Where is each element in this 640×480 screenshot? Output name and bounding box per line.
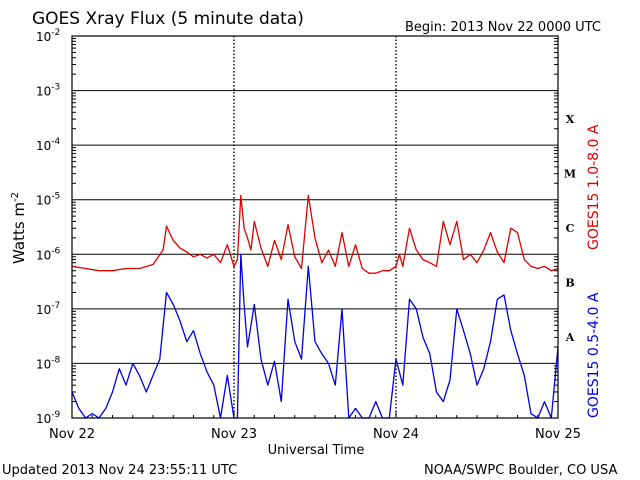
- x-tick-label: Nov 25: [535, 427, 581, 442]
- y-tick-exponent: -9: [51, 410, 60, 420]
- y-axis-label-main: Watts m: [10, 202, 28, 264]
- plot-frame: [71, 35, 559, 419]
- y-axis-label: Watts m-2: [10, 192, 28, 264]
- y-tick-base: 10: [36, 357, 51, 371]
- series-line-long: [71, 194, 559, 274]
- flare-class-label: B: [565, 277, 574, 290]
- y-tick-base: 10: [36, 248, 51, 262]
- y-tick-base: 10: [36, 30, 51, 44]
- footer-updated: Updated 2013 Nov 24 23:55:11 UTC: [2, 463, 237, 478]
- y-tick-exponent: -8: [51, 355, 60, 365]
- flare-class-label: C: [566, 222, 575, 235]
- flare-class-label: X: [566, 113, 575, 126]
- flare-class-label: M: [564, 167, 576, 180]
- y-tick-label: 10-5: [36, 192, 60, 208]
- y-tick-label: 10-7: [36, 301, 60, 317]
- y-tick-base: 10: [36, 194, 51, 208]
- y-axis-label-exponent: -2: [10, 192, 21, 202]
- y-tick-label: 10-2: [36, 28, 60, 44]
- footer-credit: NOAA/SWPC Boulder, CO USA: [424, 463, 617, 478]
- y-tick-base: 10: [36, 139, 51, 153]
- x-tick-label: Nov 24: [373, 427, 419, 442]
- flare-class-label: A: [565, 331, 575, 344]
- y-tick-label: 10-9: [36, 410, 61, 426]
- y-tick-exponent: -2: [51, 28, 60, 38]
- y-tick-label: 10-8: [36, 355, 61, 371]
- x-tick-label: Nov 22: [49, 427, 95, 442]
- series-line-short: [71, 253, 559, 419]
- y-tick-exponent: -7: [51, 301, 60, 311]
- y-tick-exponent: -4: [51, 137, 60, 147]
- chart-title: GOES Xray Flux (5 minute data): [32, 9, 304, 29]
- x-axis-label: Universal Time: [268, 443, 365, 458]
- y-tick-exponent: -6: [51, 246, 60, 256]
- y-tick-base: 10: [36, 85, 51, 99]
- legend-series-long: GOES15 1.0-8.0 A: [586, 124, 602, 250]
- y-tick-label: 10-4: [36, 137, 61, 153]
- y-tick-exponent: -5: [51, 192, 60, 202]
- x-tick-label: Nov 23: [211, 427, 257, 442]
- y-tick-base: 10: [36, 412, 51, 426]
- begin-label: Begin: 2013 Nov 22 0000 UTC: [405, 20, 601, 35]
- y-tick-label: 10-3: [36, 83, 60, 99]
- y-tick-exponent: -3: [51, 83, 60, 93]
- y-tick-label: 10-6: [36, 246, 61, 262]
- legend-series-short: GOES15 0.5-4.0 A: [586, 292, 602, 418]
- y-tick-base: 10: [36, 303, 51, 317]
